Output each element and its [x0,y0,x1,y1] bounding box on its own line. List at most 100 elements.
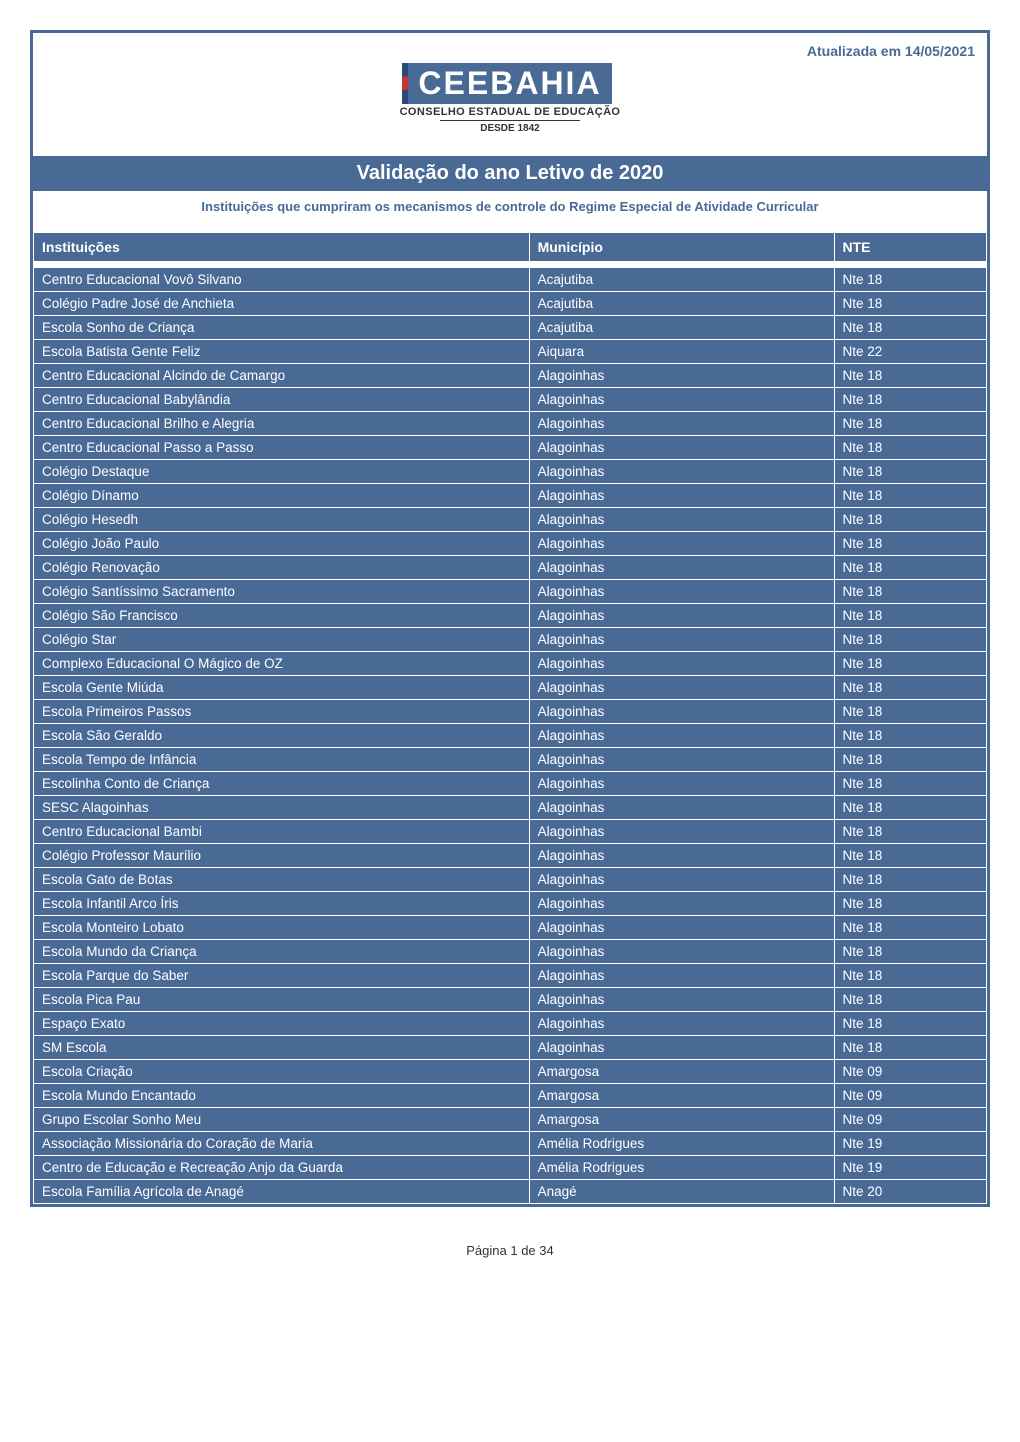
table-row: Grupo Escolar Sonho MeuAmargosaNte 09 [34,1108,987,1132]
col-header-nte: NTE [834,233,986,262]
cell-inst: Escola Pica Pau [34,988,530,1012]
table-row: Escola CriaçãoAmargosaNte 09 [34,1060,987,1084]
cell-nte: Nte 18 [834,628,986,652]
page-title: Validação do ano Letivo de 2020 [33,156,987,191]
cell-mun: Alagoinhas [529,484,834,508]
cell-mun: Alagoinhas [529,772,834,796]
cell-nte: Nte 18 [834,892,986,916]
cell-nte: Nte 18 [834,388,986,412]
cell-inst: Escola São Geraldo [34,724,530,748]
cell-mun: Alagoinhas [529,724,834,748]
cell-mun: Alagoinhas [529,364,834,388]
cell-nte: Nte 18 [834,916,986,940]
cell-nte: Nte 18 [834,676,986,700]
cell-mun: Alagoinhas [529,988,834,1012]
cell-mun: Alagoinhas [529,460,834,484]
cell-nte: Nte 18 [834,964,986,988]
cell-mun: Alagoinhas [529,628,834,652]
cell-inst: Colégio São Francisco [34,604,530,628]
cell-inst: Colégio Professor Maurílio [34,844,530,868]
cell-inst: Colégio Santíssimo Sacramento [34,580,530,604]
cell-inst: Escola Gente Miúda [34,676,530,700]
cell-nte: Nte 18 [834,1012,986,1036]
cell-nte: Nte 18 [834,652,986,676]
cell-nte: Nte 18 [834,508,986,532]
cell-inst: Escola Parque do Saber [34,964,530,988]
cell-inst: Centro Educacional Vovô Silvano [34,268,530,292]
table-row: Complexo Educacional O Mágico de OZAlago… [34,652,987,676]
cell-inst: Associação Missionária do Coração de Mar… [34,1132,530,1156]
table-header-row: Instituições Município NTE [34,233,987,262]
table-row: Colégio StarAlagoinhasNte 18 [34,628,987,652]
table-row: Colégio São FranciscoAlagoinhasNte 18 [34,604,987,628]
table-row: Colégio Padre José de AnchietaAcajutibaN… [34,292,987,316]
cell-inst: Colégio Renovação [34,556,530,580]
cell-inst: SESC Alagoinhas [34,796,530,820]
table-row: Escola Batista Gente FelizAiquaraNte 22 [34,340,987,364]
cell-mun: Alagoinhas [529,964,834,988]
update-date-badge: Atualizada em 14/05/2021 [807,43,975,59]
cell-nte: Nte 18 [834,796,986,820]
cell-mun: Alagoinhas [529,508,834,532]
cell-inst: Centro de Educação e Recreação Anjo da G… [34,1156,530,1180]
cell-inst: Centro Educacional Bambi [34,820,530,844]
table-body: Centro Educacional Vovô SilvanoAcajutiba… [34,268,987,1204]
table-row: Colégio Professor MaurílioAlagoinhasNte … [34,844,987,868]
cell-nte: Nte 09 [834,1108,986,1132]
cell-mun: Amargosa [529,1060,834,1084]
cell-inst: Escola Mundo Encantado [34,1084,530,1108]
logo-since: DESDE 1842 [440,120,580,134]
cell-inst: Colégio Dínamo [34,484,530,508]
table-row: Escolinha Conto de CriançaAlagoinhasNte … [34,772,987,796]
table-row: Centro Educacional Alcindo de CamargoAla… [34,364,987,388]
table-row: Escola Tempo de InfânciaAlagoinhasNte 18 [34,748,987,772]
cell-mun: Amélia Rodrigues [529,1132,834,1156]
cell-mun: Acajutiba [529,316,834,340]
cell-mun: Aiquara [529,340,834,364]
cell-inst: Grupo Escolar Sonho Meu [34,1108,530,1132]
cell-nte: Nte 18 [834,820,986,844]
cell-inst: Escola Sonho de Criança [34,316,530,340]
cell-mun: Alagoinhas [529,796,834,820]
cell-inst: SM Escola [34,1036,530,1060]
cell-nte: Nte 18 [834,364,986,388]
cell-mun: Alagoinhas [529,940,834,964]
table-row: Escola Mundo da CriançaAlagoinhasNte 18 [34,940,987,964]
cell-nte: Nte 18 [834,748,986,772]
cell-inst: Centro Educacional Passo a Passo [34,436,530,460]
cell-nte: Nte 09 [834,1084,986,1108]
table-row: Colégio Santíssimo SacramentoAlagoinhasN… [34,580,987,604]
cell-nte: Nte 19 [834,1132,986,1156]
table-row: Colégio RenovaçãoAlagoinhasNte 18 [34,556,987,580]
cell-mun: Acajutiba [529,292,834,316]
cell-inst: Colégio João Paulo [34,532,530,556]
cell-inst: Centro Educacional Brilho e Alegria [34,412,530,436]
cell-nte: Nte 18 [834,316,986,340]
logo-subtitle: CONSELHO ESTADUAL DE EDUCAÇÃO [400,106,621,118]
cell-mun: Amélia Rodrigues [529,1156,834,1180]
logo: CEEBAHIA CONSELHO ESTADUAL DE EDUCAÇÃO D… [400,63,621,134]
col-header-municipio: Município [529,233,834,262]
cell-mun: Alagoinhas [529,1012,834,1036]
cell-nte: Nte 18 [834,412,986,436]
table-row: Centro Educacional Passo a PassoAlagoinh… [34,436,987,460]
cell-nte: Nte 18 [834,868,986,892]
table-row: Escola Infantil Arco ÍrisAlagoinhasNte 1… [34,892,987,916]
table-row: Escola Sonho de CriançaAcajutibaNte 18 [34,316,987,340]
cell-inst: Colégio Destaque [34,460,530,484]
table-row: Escola Mundo EncantadoAmargosaNte 09 [34,1084,987,1108]
cell-mun: Alagoinhas [529,868,834,892]
cell-mun: Alagoinhas [529,604,834,628]
table-row: Colégio DínamoAlagoinhasNte 18 [34,484,987,508]
table-row: Centro Educacional Vovô SilvanoAcajutiba… [34,268,987,292]
cell-nte: Nte 18 [834,268,986,292]
cell-mun: Alagoinhas [529,748,834,772]
cell-inst: Escola Monteiro Lobato [34,916,530,940]
table-row: Centro Educacional Brilho e AlegriaAlago… [34,412,987,436]
cell-inst: Escolinha Conto de Criança [34,772,530,796]
cell-nte: Nte 20 [834,1180,986,1204]
cell-nte: Nte 18 [834,604,986,628]
cell-inst: Colégio Star [34,628,530,652]
cell-inst: Escola Família Agrícola de Anagé [34,1180,530,1204]
table-row: Centro Educacional BambiAlagoinhasNte 18 [34,820,987,844]
